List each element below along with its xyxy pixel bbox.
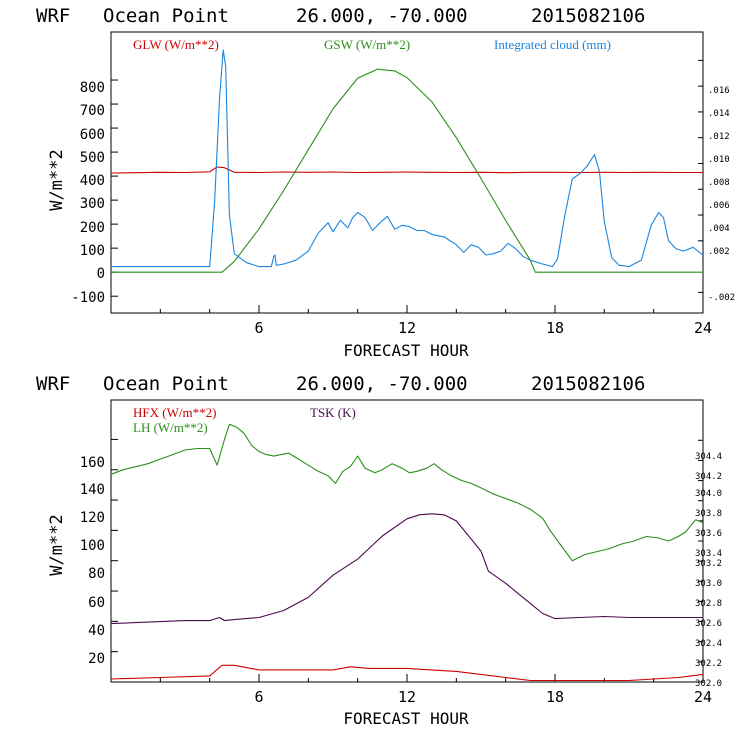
top-y-axis-label: W/m**2 <box>47 149 67 210</box>
bottom-y2-tick-label: 303.0 <box>695 579 722 589</box>
bottom-y-tick-label: 160 <box>80 455 105 471</box>
bottom-title-location: Ocean Point <box>103 373 229 395</box>
top-x-axis-label: FORECAST HOUR <box>343 341 469 360</box>
top-x-tick-label: 18 <box>546 319 564 337</box>
bottom-y-axis-label: W/m**2 <box>47 514 67 575</box>
bottom-series-tsk-line <box>110 513 703 625</box>
bottom-y2-tick-label: 304.0 <box>695 489 722 499</box>
bottom-legend-hfx: HFX (W/m**2) <box>133 405 216 420</box>
bottom-legend-lh: LH (W/m**2) <box>133 420 208 435</box>
top-y-tick-label: 100 <box>80 243 105 259</box>
bottom-y2-tick-label: 302.2 <box>695 659 722 669</box>
bottom-y-tick-label: 140 <box>80 482 105 498</box>
top-y2-tick-label: .016 <box>708 86 730 96</box>
top-y-tick-label: 0 <box>97 266 105 282</box>
bottom-title-model: WRF <box>36 373 70 395</box>
bottom-title-date: 2015082106 <box>531 373 645 395</box>
bottom-series-hfx-line <box>110 664 704 682</box>
top-y2-tick-label: .008 <box>708 178 730 188</box>
top-y-tick-label: 400 <box>80 173 105 189</box>
top-title-model: WRF <box>36 5 70 27</box>
bottom-y2-tick-label: 303.2 <box>695 559 722 569</box>
bottom-y2-tick-label: 302.4 <box>695 639 722 649</box>
top-legend-glw: GLW (W/m**2) <box>133 37 219 52</box>
top-legend-cloud: Integrated cloud (mm) <box>494 37 611 52</box>
bottom-y-tick-label: 60 <box>88 595 105 611</box>
top-tick-marks <box>110 59 704 313</box>
top-title-location: Ocean Point <box>103 5 229 27</box>
bottom-y-tick-label: 120 <box>80 510 105 526</box>
top-x-tick-label: 12 <box>398 319 416 337</box>
top-y-tick-label: 300 <box>80 196 105 212</box>
bottom-y2-tick-label: 303.4 <box>695 549 722 559</box>
bottom-y-tick-label: 20 <box>88 651 105 667</box>
top-title-date: 2015082106 <box>531 5 645 27</box>
top-x-tick-label: 24 <box>694 319 712 337</box>
top-series-integrated-line <box>111 49 704 268</box>
bottom-x-tick-label: 18 <box>546 688 564 706</box>
top-y-tick-label: 500 <box>80 150 105 166</box>
bottom-plot-frame <box>110 399 704 683</box>
bottom-y2-tick-label: 302.8 <box>695 599 722 609</box>
bottom-y-ticks: 20 40 60 80 100 120 140 160 <box>80 455 105 667</box>
top-y2-tick-label: .006 <box>708 201 730 211</box>
bottom-y2-tick-label: 304.2 <box>695 472 722 482</box>
top-y2-tick-label: .002 <box>708 247 730 257</box>
bottom-y2-tick-label: 303.8 <box>695 509 722 519</box>
top-y-tick-label: 700 <box>80 103 105 119</box>
bottom-y2-tick-label: 302.0 <box>695 679 722 689</box>
bottom-tick-marks <box>110 438 704 683</box>
top-series-gsw-line <box>111 68 703 273</box>
bottom-x-tick-label: 6 <box>254 688 263 706</box>
bottom-series-lh-line <box>110 423 704 562</box>
top-series-glw-line <box>110 166 703 174</box>
bottom-title-coordinates: 26.000, -70.000 <box>296 373 468 395</box>
top-y2-tick-label: .014 <box>708 109 730 119</box>
top-y2-tick-label: .010 <box>708 155 730 165</box>
top-x-ticks: 6 12 18 24 <box>254 319 712 337</box>
bottom-series-lines <box>110 423 704 682</box>
top-legend-gsw: GSW (W/m**2) <box>324 37 410 52</box>
top-series-lines <box>110 49 704 273</box>
bottom-y2-tick-label: 302.6 <box>695 619 722 629</box>
top-y2-tick-label: -.002 <box>708 293 735 303</box>
bottom-x-ticks: 6 12 18 24 <box>254 688 712 706</box>
bottom-y-tick-label: 40 <box>88 623 105 639</box>
top-y-tick-label: 600 <box>80 127 105 143</box>
bottom-y-tick-label: 100 <box>80 538 105 554</box>
top-title-coordinates: 26.000, -70.000 <box>296 5 468 27</box>
bottom-y2-tick-label: 304.4 <box>695 452 722 462</box>
top-y-tick-label: -100 <box>71 290 105 306</box>
bottom-y-tick-label: 80 <box>88 566 105 582</box>
top-y-tick-label: 200 <box>80 220 105 236</box>
bottom-x-tick-label: 12 <box>398 688 416 706</box>
top-y2-tick-label: .012 <box>708 132 730 142</box>
bottom-y2-ticks: 302.0 302.2 302.4 302.6 302.8 303.0 303.… <box>695 452 722 689</box>
bottom-legend-tsk: TSK (K) <box>310 405 356 420</box>
top-y-ticks: -100 0 100 200 300 400 500 600 700 800 <box>71 80 105 306</box>
bottom-x-tick-label: 24 <box>694 688 712 706</box>
bottom-x-axis-label: FORECAST HOUR <box>343 709 469 728</box>
top-panel: WRF Ocean Point 26.000, -70.000 20150821… <box>36 5 735 360</box>
top-y2-ticks: -.002 .002 .004 .006 .008 .010 .012 .014… <box>708 86 735 303</box>
bottom-panel: WRF Ocean Point 26.000, -70.000 20150821… <box>36 373 722 728</box>
top-x-tick-label: 6 <box>254 319 263 337</box>
top-y-tick-label: 800 <box>80 80 105 96</box>
top-y2-tick-label: .004 <box>708 224 730 234</box>
bottom-y2-tick-label: 303.6 <box>695 529 722 539</box>
